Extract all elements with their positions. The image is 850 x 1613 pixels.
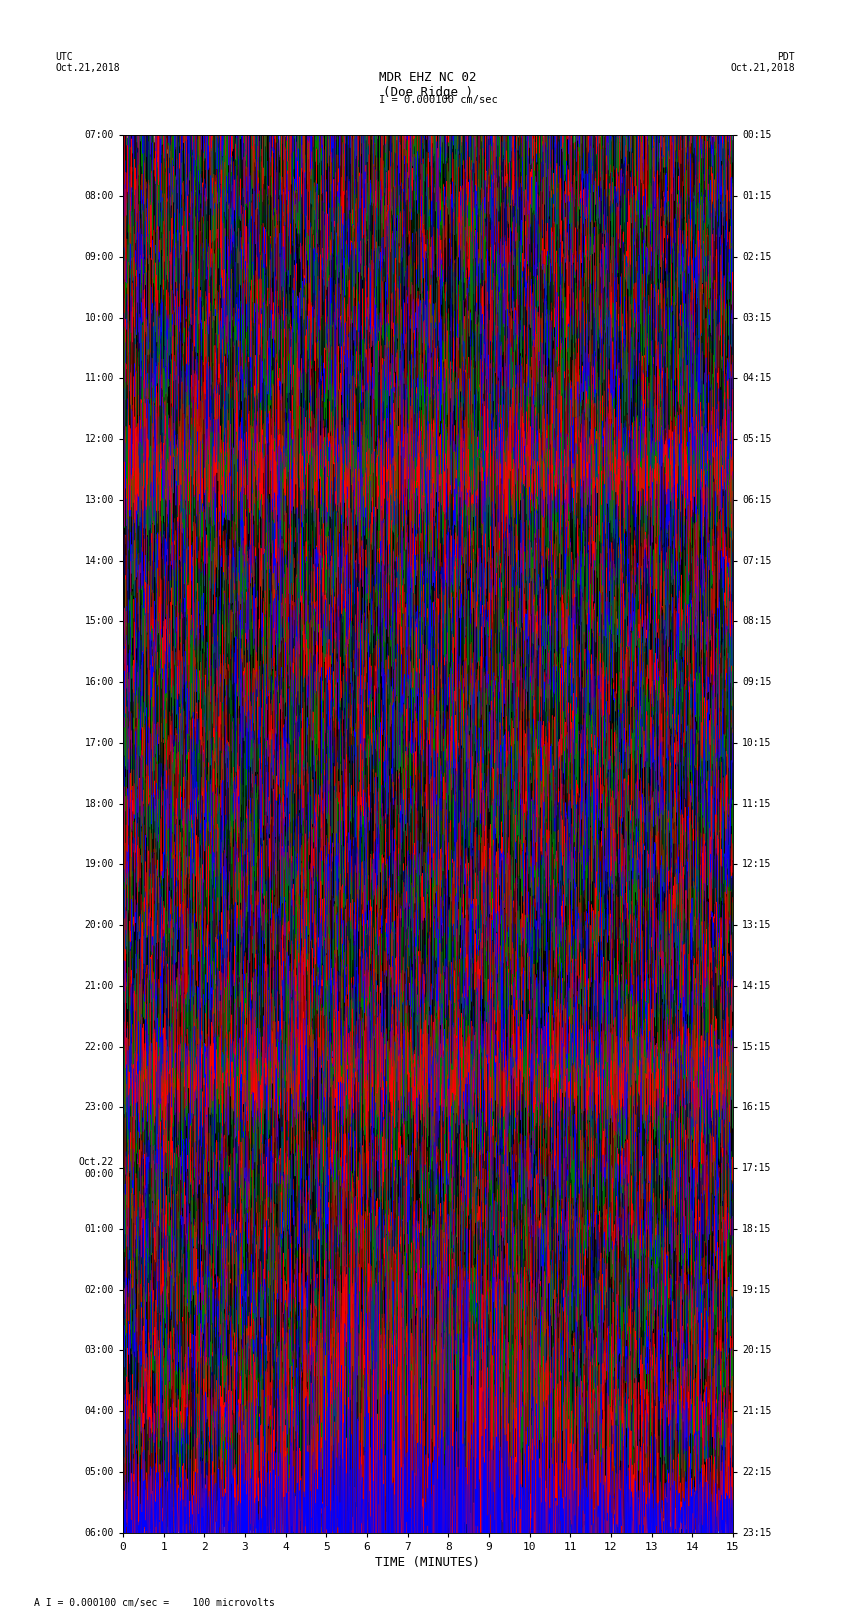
Text: UTC
Oct.21,2018: UTC Oct.21,2018 [55,52,120,73]
Text: I = 0.000100 cm/sec: I = 0.000100 cm/sec [379,95,498,105]
Title: MDR EHZ NC 02
(Doe Ridge ): MDR EHZ NC 02 (Doe Ridge ) [379,71,477,100]
X-axis label: TIME (MINUTES): TIME (MINUTES) [376,1557,480,1569]
Text: A I = 0.000100 cm/sec =    100 microvolts: A I = 0.000100 cm/sec = 100 microvolts [34,1598,275,1608]
Text: PDT
Oct.21,2018: PDT Oct.21,2018 [730,52,795,73]
